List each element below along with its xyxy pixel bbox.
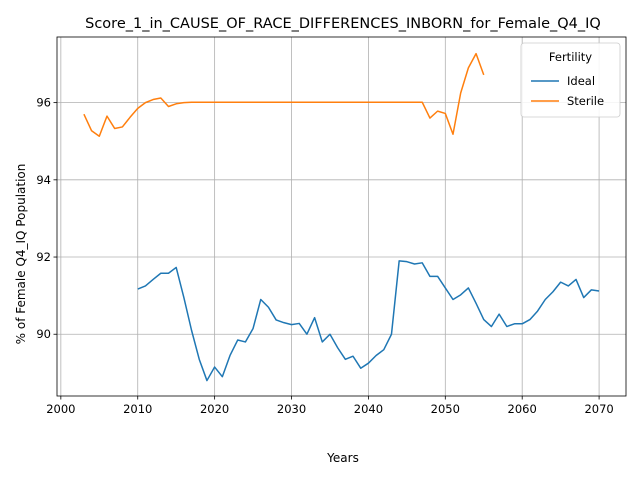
x-tick-label: 2030: [277, 402, 306, 416]
y-tick-label: 92: [36, 250, 51, 264]
legend-title: Fertility: [549, 50, 592, 64]
y-tick-label: 94: [36, 173, 51, 187]
x-axis-label: Years: [326, 451, 359, 465]
legend-box: [520, 42, 621, 118]
series-line-sterile: [83, 52, 485, 137]
x-tick-label: 2020: [200, 402, 229, 416]
series-layer: [83, 52, 600, 382]
y-axis-label: % of Female Q4_IQ Population: [14, 164, 28, 345]
legend-label-sterile: Sterile: [567, 94, 604, 108]
x-tick-label: 2000: [46, 402, 75, 416]
x-tick-label: 2070: [584, 402, 613, 416]
x-tick-label: 2060: [508, 402, 537, 416]
x-tick-label: 2040: [354, 402, 383, 416]
x-tick-label: 2010: [123, 402, 152, 416]
series-line-ideal: [137, 260, 600, 382]
plot-frame: [56, 36, 627, 397]
y-axis-ticks: 90 92 94 96: [36, 96, 57, 341]
y-tick-label: 96: [36, 96, 51, 110]
x-axis-ticks: 2000 2010 2020 2030 2040 2050 2060 2070: [46, 396, 614, 416]
x-tick-label: 2050: [431, 402, 460, 416]
y-tick-label: 90: [36, 327, 51, 341]
grid: [57, 37, 626, 396]
legend-label-ideal: Ideal: [567, 74, 595, 88]
chart-title: Score_1_in_CAUSE_OF_RACE_DIFFERENCES_INB…: [85, 16, 601, 32]
legend: Fertility Ideal Sterile: [520, 42, 621, 118]
